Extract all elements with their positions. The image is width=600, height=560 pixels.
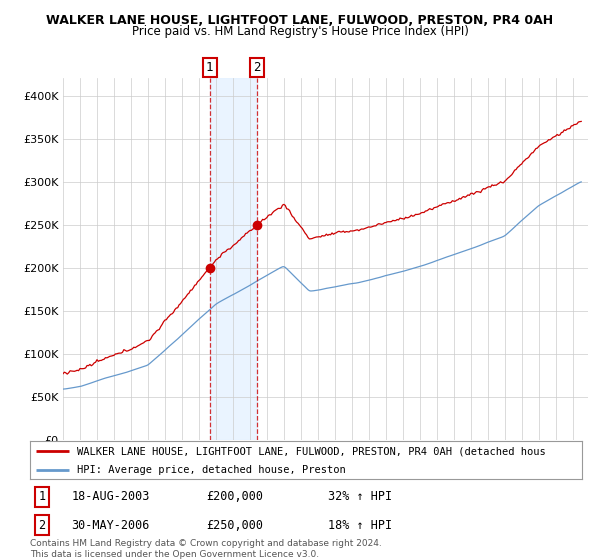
Text: Price paid vs. HM Land Registry's House Price Index (HPI): Price paid vs. HM Land Registry's House … bbox=[131, 25, 469, 38]
Text: 18% ↑ HPI: 18% ↑ HPI bbox=[328, 519, 392, 532]
Text: HPI: Average price, detached house, Preston: HPI: Average price, detached house, Pres… bbox=[77, 465, 346, 475]
Text: WALKER LANE HOUSE, LIGHTFOOT LANE, FULWOOD, PRESTON, PR4 0AH: WALKER LANE HOUSE, LIGHTFOOT LANE, FULWO… bbox=[46, 14, 554, 27]
Text: 1: 1 bbox=[206, 60, 214, 74]
Text: 18-AUG-2003: 18-AUG-2003 bbox=[71, 490, 150, 503]
Text: 30-MAY-2006: 30-MAY-2006 bbox=[71, 519, 150, 532]
Text: 2: 2 bbox=[38, 519, 46, 532]
Text: 2: 2 bbox=[253, 60, 260, 74]
Text: £250,000: £250,000 bbox=[206, 519, 263, 532]
Text: WALKER LANE HOUSE, LIGHTFOOT LANE, FULWOOD, PRESTON, PR4 0AH (detached hous: WALKER LANE HOUSE, LIGHTFOOT LANE, FULWO… bbox=[77, 446, 545, 456]
Text: £200,000: £200,000 bbox=[206, 490, 263, 503]
Text: 32% ↑ HPI: 32% ↑ HPI bbox=[328, 490, 392, 503]
Text: 1: 1 bbox=[38, 490, 46, 503]
Bar bbox=[209, 78, 257, 440]
Text: Contains HM Land Registry data © Crown copyright and database right 2024.
This d: Contains HM Land Registry data © Crown c… bbox=[30, 539, 382, 559]
